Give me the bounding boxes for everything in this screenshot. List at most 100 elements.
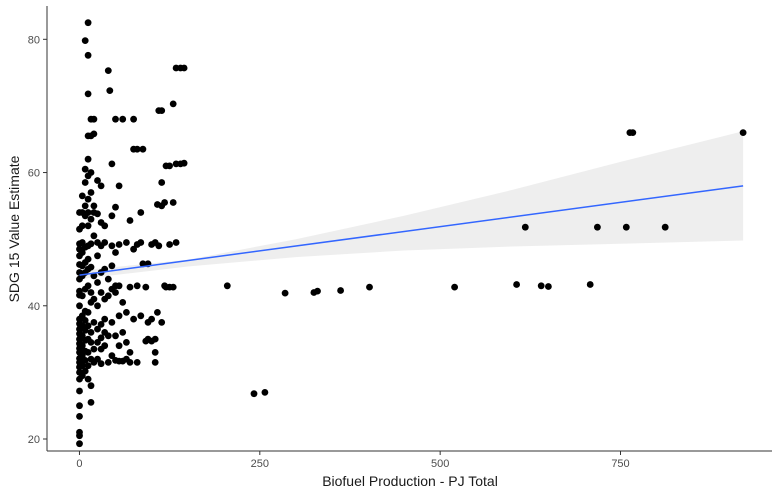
points-layer bbox=[76, 19, 747, 448]
data-point bbox=[119, 329, 127, 336]
data-point bbox=[451, 283, 458, 291]
data-point bbox=[661, 223, 669, 231]
data-point bbox=[154, 309, 161, 316]
data-point bbox=[81, 37, 89, 44]
data-point bbox=[108, 160, 116, 168]
data-point bbox=[76, 440, 83, 448]
data-point bbox=[151, 335, 159, 343]
data-point bbox=[126, 349, 134, 356]
trend-line-layer bbox=[79, 185, 744, 276]
data-point bbox=[104, 67, 112, 74]
data-point bbox=[78, 292, 86, 300]
data-point bbox=[76, 402, 83, 410]
data-point bbox=[97, 360, 105, 368]
data-point bbox=[81, 317, 89, 324]
data-point bbox=[139, 260, 147, 268]
data-point bbox=[123, 339, 130, 346]
data-point bbox=[115, 312, 123, 320]
data-point bbox=[133, 282, 141, 290]
trend-line bbox=[79, 185, 744, 276]
data-point bbox=[81, 179, 89, 186]
data-point bbox=[90, 319, 98, 326]
data-point bbox=[84, 195, 92, 203]
data-point bbox=[158, 107, 166, 114]
y-tick-label: 40 bbox=[28, 301, 40, 313]
data-point bbox=[84, 51, 92, 59]
data-point bbox=[139, 145, 147, 153]
data-point bbox=[108, 352, 116, 360]
data-point bbox=[119, 115, 127, 123]
data-point bbox=[151, 359, 159, 366]
data-point bbox=[115, 241, 123, 248]
data-point bbox=[130, 245, 138, 253]
data-point bbox=[108, 319, 116, 326]
data-point bbox=[101, 222, 109, 230]
data-point bbox=[81, 202, 89, 210]
data-point bbox=[84, 90, 92, 98]
x-axis-title: Biofuel Production - PJ Total bbox=[322, 473, 498, 489]
data-point bbox=[76, 413, 83, 420]
data-point bbox=[87, 169, 95, 176]
data-point bbox=[166, 162, 174, 170]
data-point bbox=[90, 295, 98, 303]
data-point bbox=[87, 289, 95, 296]
y-axis-title: SDG 15 Value Estimate bbox=[6, 155, 22, 302]
data-point bbox=[629, 129, 637, 137]
data-point bbox=[87, 240, 95, 248]
data-point bbox=[119, 299, 127, 306]
data-point bbox=[166, 241, 174, 248]
data-point bbox=[112, 203, 119, 211]
data-point bbox=[84, 375, 92, 383]
data-point bbox=[130, 315, 138, 323]
data-point bbox=[337, 287, 344, 294]
data-point bbox=[521, 223, 529, 231]
data-point bbox=[108, 242, 116, 250]
data-point bbox=[101, 342, 109, 350]
data-point bbox=[104, 359, 112, 366]
x-tick-label: 500 bbox=[431, 458, 449, 470]
data-point bbox=[84, 282, 92, 290]
data-point bbox=[537, 282, 545, 290]
data-point bbox=[84, 309, 92, 316]
data-point bbox=[87, 399, 95, 406]
data-point bbox=[126, 217, 134, 224]
data-point bbox=[78, 192, 86, 200]
data-point bbox=[126, 359, 134, 366]
data-point bbox=[94, 252, 101, 260]
data-point bbox=[76, 387, 83, 395]
data-point bbox=[104, 292, 112, 300]
data-point bbox=[137, 239, 145, 246]
data-point bbox=[123, 309, 130, 316]
data-point bbox=[97, 182, 105, 190]
data-point bbox=[104, 332, 112, 340]
data-point bbox=[90, 202, 98, 210]
data-point bbox=[94, 325, 101, 333]
data-point bbox=[87, 263, 95, 271]
data-point bbox=[169, 283, 177, 291]
data-point bbox=[513, 281, 520, 288]
data-point bbox=[76, 428, 83, 436]
data-point bbox=[148, 315, 156, 323]
y-tick-label: 60 bbox=[28, 168, 40, 180]
data-point bbox=[87, 215, 95, 223]
data-point bbox=[155, 242, 163, 250]
data-point bbox=[739, 129, 747, 137]
x-tick-label: 250 bbox=[251, 458, 269, 470]
data-point bbox=[90, 130, 98, 138]
data-point bbox=[130, 115, 138, 123]
data-point bbox=[94, 279, 101, 286]
data-point bbox=[84, 255, 92, 263]
data-point bbox=[84, 349, 92, 356]
y-tick-label: 20 bbox=[28, 434, 40, 446]
data-point bbox=[158, 179, 166, 186]
data-point bbox=[90, 345, 98, 353]
data-point bbox=[78, 249, 86, 256]
data-point bbox=[94, 210, 101, 218]
data-point bbox=[112, 115, 119, 123]
data-point bbox=[115, 342, 123, 350]
data-point bbox=[84, 155, 92, 163]
data-point bbox=[112, 332, 119, 340]
data-point bbox=[97, 321, 105, 328]
data-point bbox=[142, 283, 150, 291]
data-point bbox=[108, 262, 116, 270]
